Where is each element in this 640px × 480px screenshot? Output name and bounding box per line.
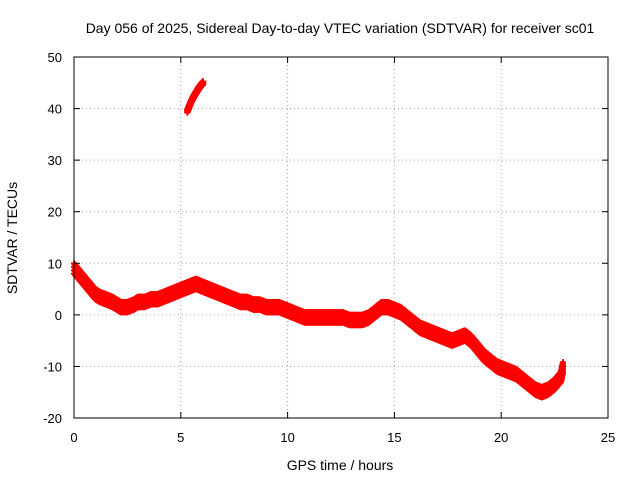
y-tick-label: 20 — [48, 205, 62, 220]
data-layer — [71, 78, 567, 401]
y-tick-label: 40 — [48, 102, 62, 117]
y-tick-label: 50 — [48, 50, 62, 65]
x-axis-label: GPS time / hours — [287, 457, 394, 473]
y-tick-label: -20 — [43, 411, 62, 426]
x-tick-label: 25 — [601, 430, 615, 445]
y-axis-label: SDTVAR / TECUs — [4, 182, 20, 294]
series-main-trace — [71, 260, 567, 401]
y-tick-label: 30 — [48, 153, 62, 168]
y-tick-label: 10 — [48, 256, 62, 271]
x-tick-label: 15 — [387, 430, 401, 445]
x-tick-label: 0 — [70, 430, 77, 445]
y-tick-label: -10 — [43, 359, 62, 374]
x-tick-label: 20 — [494, 430, 508, 445]
chart-title: Day 056 of 2025, Sidereal Day-to-day VTE… — [86, 20, 595, 36]
x-tick-label: 10 — [280, 430, 294, 445]
x-tick-label: 5 — [177, 430, 184, 445]
y-tick-label: 0 — [55, 308, 62, 323]
grid-layer — [74, 57, 608, 418]
